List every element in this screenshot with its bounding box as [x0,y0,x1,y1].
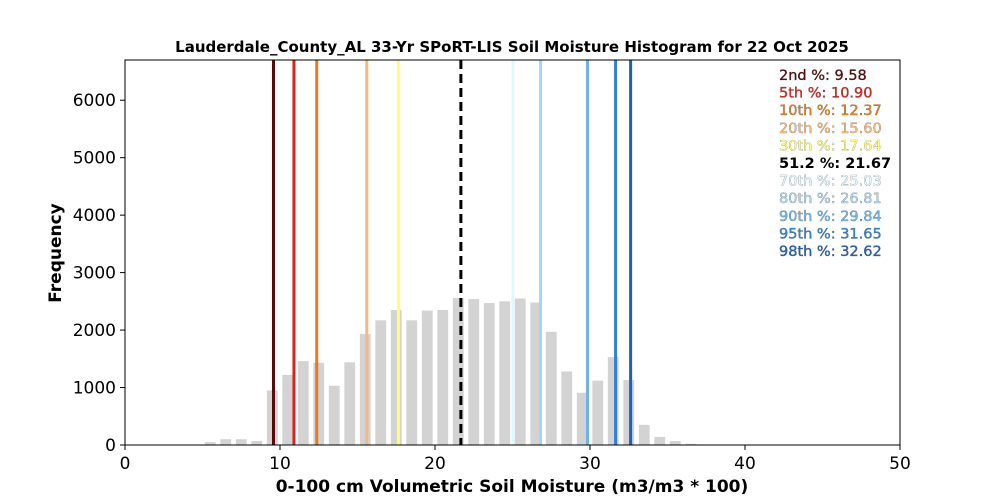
histogram-bar-1 [220,439,232,445]
y-tick-label-3: 3000 [73,264,116,284]
histogram-bar-30 [669,440,681,445]
histogram-bar-6 [297,361,309,445]
y-tick-label-4: 4000 [73,206,116,226]
histogram-bar-5 [282,374,294,445]
legend-entry-6: 70th %: 25.03 [779,174,882,190]
legend-entry-8: 90th %: 29.84 [779,209,882,225]
histogram-bar-21 [530,302,542,445]
x-tick-label-2: 20 [424,454,446,474]
histogram-bar-0 [204,442,216,445]
y-axis-label: Frequency [46,203,66,303]
x-tick-label-3: 30 [579,454,601,474]
histogram-bar-18 [483,303,495,445]
y-tick-label-0: 0 [105,436,116,456]
y-tick-label-6: 6000 [73,91,116,111]
histogram-bar-27 [623,380,635,445]
x-tick-label-1: 10 [269,454,291,474]
plot-frame [124,59,901,446]
y-tick-label-5: 5000 [73,149,116,169]
legend-entry-10: 98th %: 32.62 [779,244,882,260]
y-tick-label-2: 2000 [73,321,116,341]
histogram-bar-31 [685,443,697,445]
histogram-bar-12 [390,309,402,445]
histogram-bar-28 [638,424,650,445]
legend-entry-2: 10th %: 12.37 [779,103,882,119]
histogram-bar-10 [359,334,371,445]
x-tick-label-4: 40 [734,454,756,474]
histogram-bar-19 [499,301,511,445]
x-tick-label-5: 50 [889,454,911,474]
histogram-bars [204,297,697,445]
percentile-lines [271,60,633,445]
histogram-bar-9 [344,362,356,445]
histogram-bar-17 [468,299,480,445]
legend-entry-9: 95th %: 31.65 [779,226,882,242]
histogram-bar-24 [576,392,588,445]
histogram-bar-23 [561,371,573,445]
histogram-bar-2 [235,439,247,445]
histogram-bar-13 [406,320,418,445]
x-axis-label: 0-100 cm Volumetric Soil Moisture (m3/m3… [276,477,749,497]
histogram-bar-14 [421,310,433,445]
chart-title: Lauderdale_County_AL 33-Yr SPoRT-LIS Soi… [175,38,849,56]
legend-entry-3: 20th %: 15.60 [779,121,882,137]
histogram-bar-29 [654,436,666,445]
histogram-bar-25 [592,380,604,445]
x-tick-label-0: 0 [120,454,131,474]
histogram-bar-22 [545,331,557,445]
y-tick-label-1: 1000 [73,379,116,399]
histogram-bar-7 [313,362,325,445]
histogram-bar-11 [375,320,387,445]
histogram-bar-8 [328,385,340,445]
legend-entry-0: 2nd %: 9.58 [779,68,867,84]
histogram-bar-26 [607,357,619,445]
legend-entry-1: 5th %: 10.90 [779,86,873,102]
x-axis-ticks: 0 10 20 30 40 50 [120,445,911,474]
histogram-bar-15 [437,309,449,445]
legend-entry-5: 51.2 %: 21.67 [779,156,891,172]
histogram-bar-16 [452,297,464,445]
legend-entry-4: 30th %: 17.64 [779,138,882,154]
histogram-bar-3 [251,440,263,445]
legend-entry-7: 80th %: 26.81 [779,191,882,207]
y-axis-ticks: 0 1000 2000 3000 4000 5000 6000 [73,91,125,456]
histogram-bar-20 [514,298,526,445]
